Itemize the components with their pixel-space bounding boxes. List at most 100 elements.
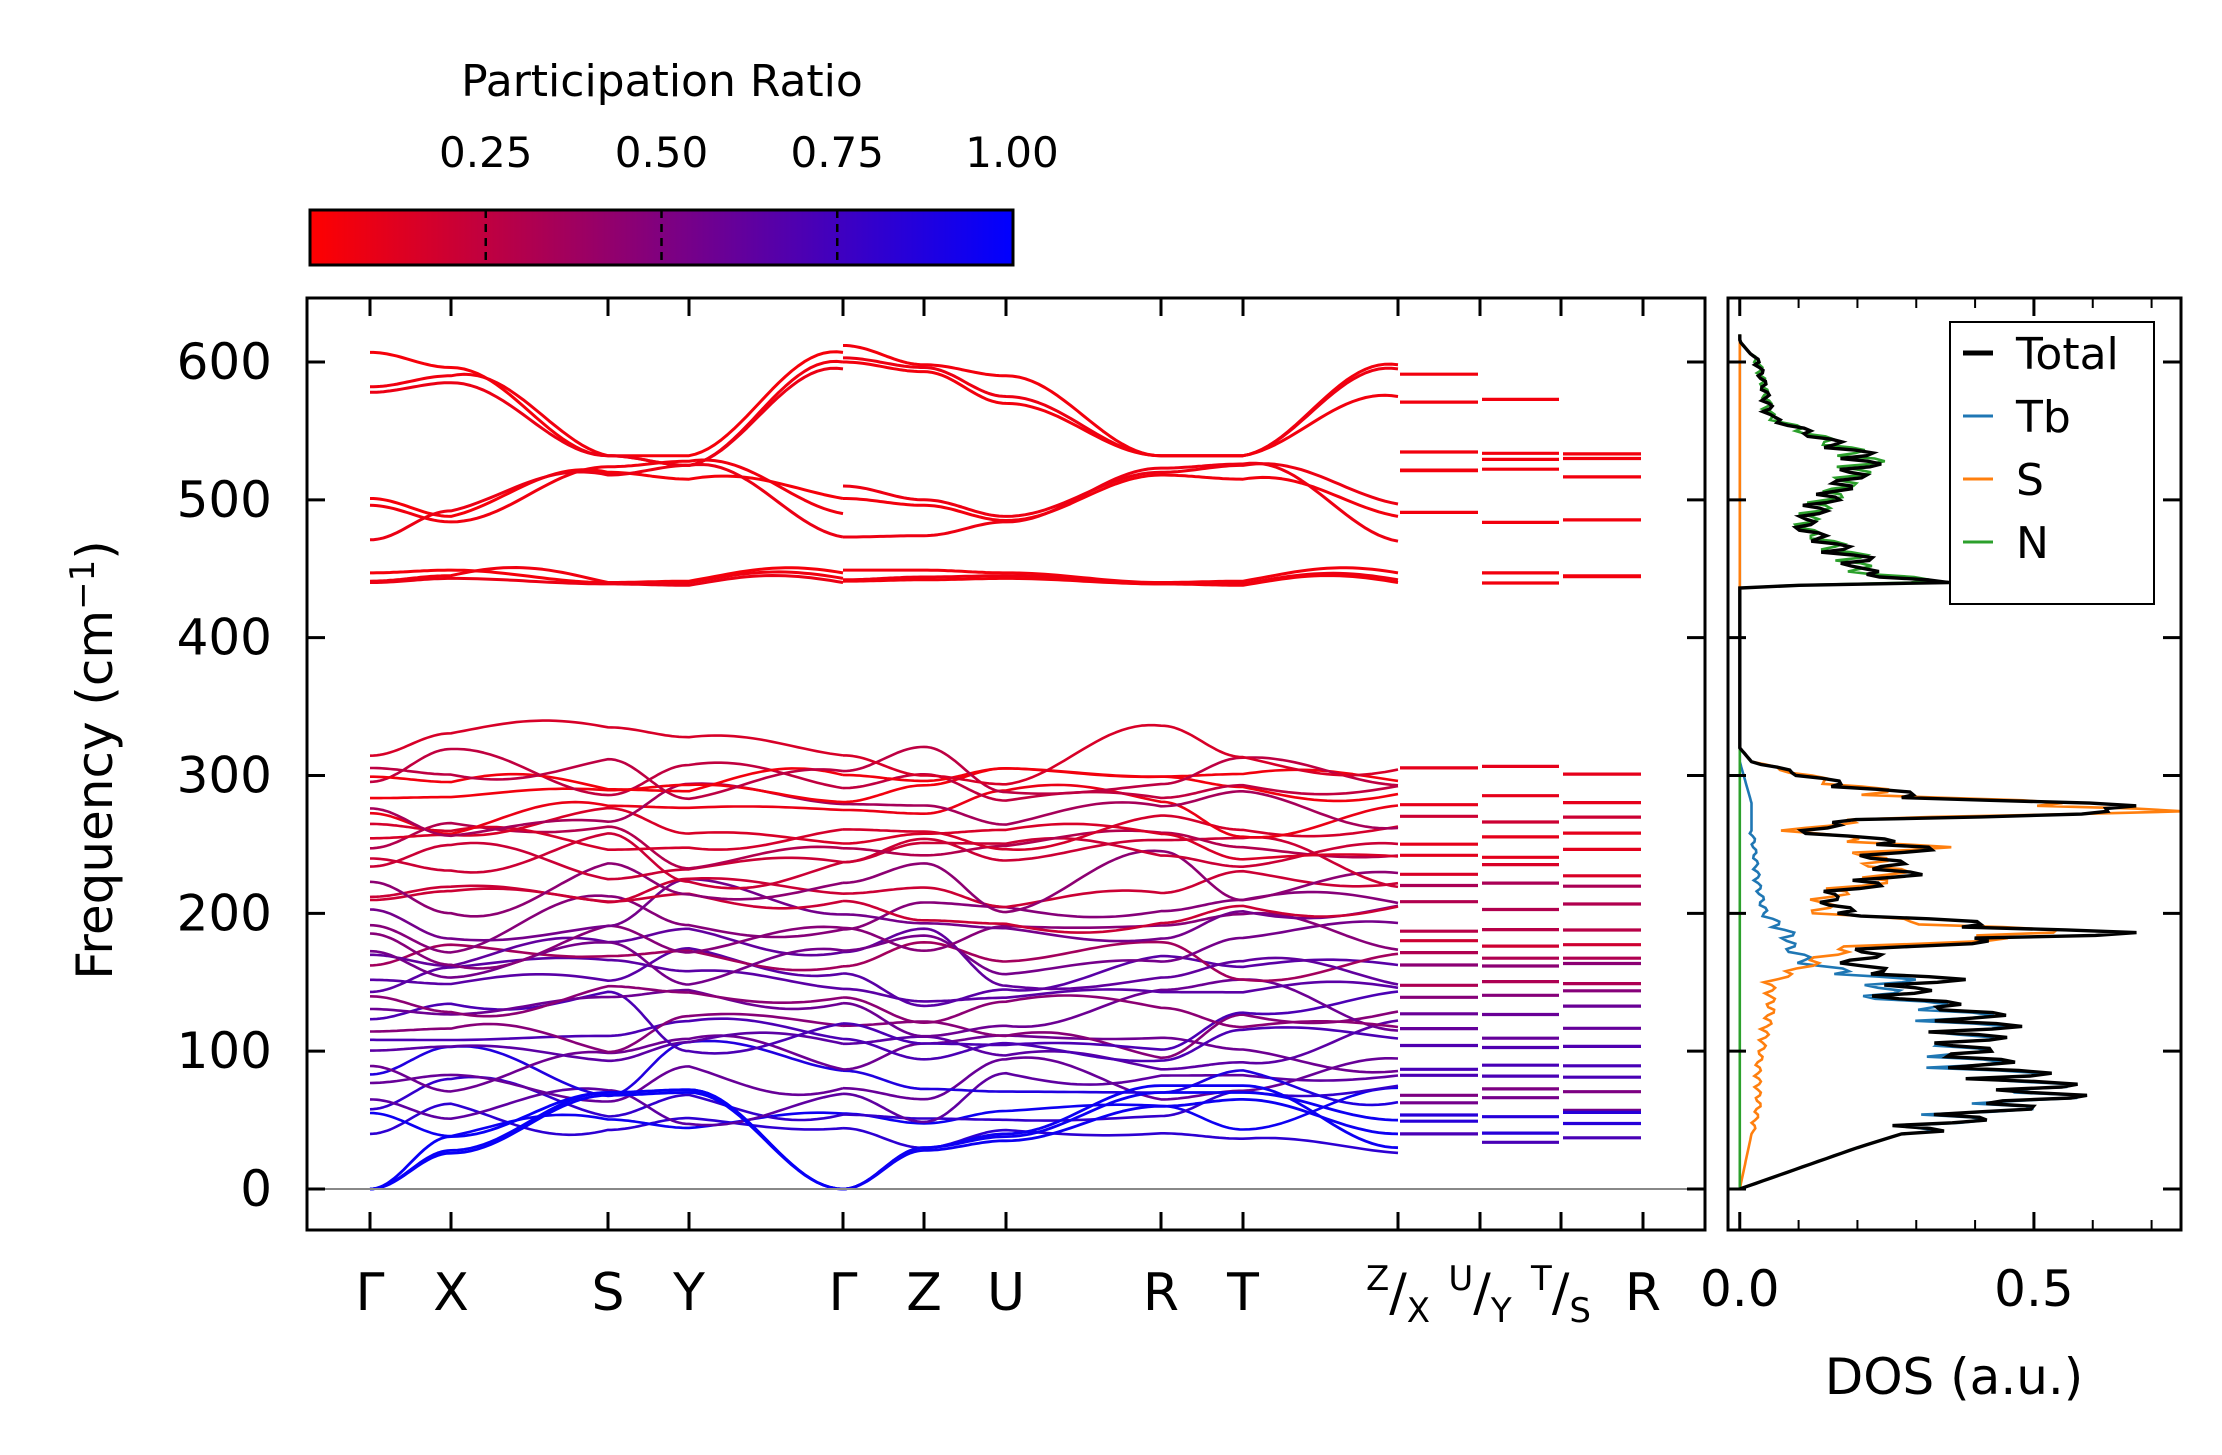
- band-line: [369, 862, 844, 918]
- band-y-tick-label: 300: [177, 747, 272, 805]
- band-line: [843, 461, 1399, 543]
- band-line: [843, 849, 1399, 914]
- dos-line-total: [1738, 334, 2137, 1191]
- band-line: [370, 1017, 844, 1042]
- band-line: [843, 790, 1399, 830]
- dos-line-n: [1738, 334, 1930, 1189]
- legend-label: S: [2016, 455, 2044, 506]
- colorbar: Participation Ratio 0.25 0.50 0.75 1.00: [308, 56, 1059, 267]
- legend-box: [1949, 321, 2155, 605]
- dos-legend: Total Tb SN: [1949, 321, 2155, 605]
- band-x-tick-label: Γ: [356, 1263, 385, 1323]
- band-line: [842, 1091, 1399, 1191]
- band-line: [369, 1088, 844, 1191]
- band-x-tick-label: Γ: [829, 1263, 858, 1323]
- band-x-ticks: Γ X S Y Γ Z U R T Z/XU/YT/S R: [356, 298, 1661, 1331]
- band-line: [842, 994, 1399, 1029]
- band-x-tick-label: R: [1143, 1263, 1179, 1323]
- band-line: [370, 574, 844, 587]
- band-line: [842, 1126, 1399, 1155]
- band-line: [842, 1098, 1399, 1191]
- band-line: [843, 829, 1399, 859]
- band-lines: [369, 344, 1641, 1191]
- band-y-ticks: 0 100 200 300 400 500 600: [177, 333, 1705, 1218]
- band-line: [369, 719, 844, 757]
- band-line: [369, 924, 844, 970]
- band-x-tick-label: U/Y: [1448, 1259, 1511, 1331]
- legend-label: Tb: [2015, 392, 2071, 443]
- band-line: [369, 747, 844, 797]
- band-line: [369, 884, 844, 910]
- band-x-tick-label: U: [987, 1263, 1025, 1323]
- colorbar-tick-label: 0.50: [615, 128, 709, 177]
- band-line: [369, 800, 844, 836]
- band-y-tick-label: 400: [177, 609, 272, 667]
- band-x-tick-label: T/S: [1530, 1259, 1591, 1331]
- band-line: [843, 783, 1399, 839]
- band-line: [843, 822, 1399, 861]
- dos-lines: [1738, 334, 2181, 1191]
- band-line: [843, 814, 1399, 851]
- band-x-tick-label: R: [1625, 1263, 1661, 1323]
- band-line: [843, 473, 1399, 522]
- legend-label: Total: [2015, 329, 2119, 380]
- band-y-tick-label: 0: [240, 1160, 272, 1218]
- band-line: [370, 468, 844, 518]
- band-line: [843, 904, 1399, 943]
- colorbar-tick-label: 0.75: [790, 128, 884, 177]
- band-y-tick-label: 200: [177, 884, 272, 942]
- dos-x-tick-label: 0.5: [1994, 1260, 2074, 1318]
- band-line: [369, 990, 844, 1055]
- band-x-tick-label: S: [591, 1263, 624, 1323]
- band-line: [842, 1034, 1399, 1074]
- band-y-tick-label: 100: [177, 1022, 272, 1080]
- band-line: [370, 988, 844, 1016]
- dos-ticks: 0.0 0.5: [1700, 298, 2181, 1318]
- band-line: [369, 1065, 844, 1103]
- band-line: [842, 745, 1399, 795]
- band-line: [842, 1084, 1399, 1191]
- band-line: [370, 366, 844, 467]
- band-line: [369, 1075, 844, 1122]
- band-line: [370, 1031, 844, 1063]
- band-line: [842, 911, 1399, 952]
- band-x-tick-label: Z/X: [1366, 1259, 1430, 1331]
- band-line: [370, 832, 844, 890]
- band-line: [369, 1087, 844, 1127]
- band-line: [369, 463, 844, 542]
- band-line: [369, 841, 844, 881]
- band-line: [842, 574, 1399, 587]
- band-x-tick-label: T: [1226, 1263, 1259, 1323]
- colorbar-tick-label: 0.25: [439, 128, 533, 177]
- band-y-tick-label: 500: [177, 471, 272, 529]
- band-y-tick-label: 600: [177, 333, 272, 391]
- band-line: [842, 1056, 1399, 1101]
- band-line: [843, 360, 1399, 458]
- band-line: [370, 806, 844, 845]
- band-line: [843, 920, 1399, 976]
- band-line: [370, 757, 844, 801]
- dos-panel: 0.0 0.5 DOS (a.u.) Total Tb SN: [1700, 296, 2183, 1406]
- band-line: [370, 783, 844, 804]
- band-line: [842, 836, 1399, 868]
- colorbar-tick-label: 1.00: [965, 128, 1059, 177]
- band-line: [842, 1026, 1399, 1063]
- band-line: [370, 767, 844, 793]
- band-line: [842, 1069, 1399, 1107]
- band-x-tick-label: X: [433, 1263, 469, 1323]
- band-line: [843, 344, 1399, 458]
- band-line: [369, 1091, 844, 1191]
- band-line: [369, 984, 844, 1018]
- band-y-axis-label: Frequency (cm−1): [63, 540, 124, 980]
- band-line: [842, 990, 1399, 1051]
- band-line: [369, 1102, 844, 1137]
- band-line: [369, 894, 844, 954]
- band-line: [842, 836, 1399, 889]
- band-line: [842, 899, 1399, 934]
- band-line: [369, 956, 844, 994]
- band-line: [843, 980, 1399, 1003]
- colorbar-ticks: [484, 210, 839, 265]
- band-line: [370, 1012, 844, 1054]
